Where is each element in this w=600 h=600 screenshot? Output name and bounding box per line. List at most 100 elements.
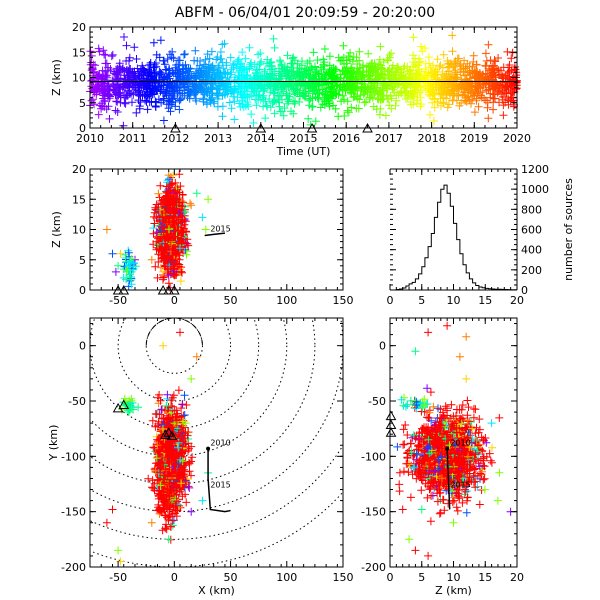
y-axis-label: Z (km) [50,59,63,96]
source-point [376,63,385,72]
source-point [417,42,425,51]
source-point [314,69,322,78]
source-point [244,83,252,92]
x-tick-label: 2020 [503,132,531,145]
source-point [326,70,335,79]
source-point [175,105,184,114]
source-point [270,109,279,118]
source-point [190,90,199,99]
source-point [142,97,151,106]
source-point [317,76,326,85]
source-point [409,33,418,42]
y-tick-label: 15 [72,193,86,206]
x-tick-label: 50 [224,294,238,307]
source-point [95,101,104,110]
source-point [276,107,285,116]
source-point [382,91,391,100]
y-axis-label: number of sources [562,178,575,281]
source-point [350,92,359,101]
source-point [116,93,125,102]
source-point [304,114,313,123]
source-point [409,51,418,60]
time-height-sources [86,31,521,130]
source-point [259,95,268,104]
source-point [180,50,188,59]
source-point [175,56,184,65]
source-point [252,101,261,110]
source-point [344,52,353,60]
source-point [500,88,509,97]
source-point [121,99,130,108]
source-point [169,54,178,63]
source-point [245,92,254,101]
source-point [280,104,289,113]
x-tick-label: 2014 [247,132,275,145]
x-tick-label: 2015 [290,132,318,145]
source-point [318,100,327,109]
source-point [238,100,247,109]
source-point [213,91,222,100]
source-point [260,72,269,81]
source-point [490,64,498,72]
y-tick-label: 600 [521,224,542,237]
source-point [372,105,381,114]
source-point [460,71,469,80]
x-tick-label: 10 [447,294,461,307]
x-tick-label: 2018 [418,132,446,145]
source-point [345,55,354,64]
x-tick-label: 0 [171,294,178,307]
y-tick-label: 10 [72,224,86,237]
x-tick-label: 2012 [161,132,189,145]
source-point [134,96,143,105]
y-axis-label: Z (km) [50,211,63,248]
source-point [325,52,334,61]
source-point [464,92,473,101]
source-point [203,50,212,59]
source-point [505,61,514,69]
source-point [429,117,438,125]
source-point [436,61,445,70]
source-point [470,108,479,117]
source-point [216,48,225,56]
source-point [207,47,216,56]
source-point [503,47,512,56]
x-tick-label: 5 [418,294,425,307]
source-point [218,112,227,121]
source-point [226,53,235,62]
source-point [283,51,292,60]
source-point [214,91,223,100]
source-point [109,85,117,94]
source-point [388,83,397,92]
source-point [100,50,109,59]
source-point [247,58,256,67]
source-point [339,76,348,85]
source-point [480,94,489,103]
source-point [269,88,278,97]
y-tick-label: 10 [72,72,86,85]
source-point [305,57,314,65]
source-point [256,59,265,68]
source-point [130,43,139,52]
source-point [462,97,471,106]
source-point [254,96,263,105]
source-point [325,99,334,108]
x-tick-label: 2016 [332,132,360,145]
source-point [355,95,364,104]
source-point [245,76,254,85]
y-tick-label: 800 [521,203,542,216]
source-point [89,60,98,69]
y-tick-label: 400 [521,244,542,257]
source-point [460,56,469,65]
source-point [166,100,174,109]
source-point [484,114,493,123]
source-point [241,102,250,111]
source-point [329,65,338,74]
source-point [481,49,490,58]
x-tick-label: 15 [478,294,492,307]
y-tick-label: 20 [72,163,86,176]
y-tick-label: 0 [521,284,528,297]
source-point [375,110,384,119]
source-point [259,102,268,111]
source-point [230,115,239,124]
source-point [449,85,457,94]
